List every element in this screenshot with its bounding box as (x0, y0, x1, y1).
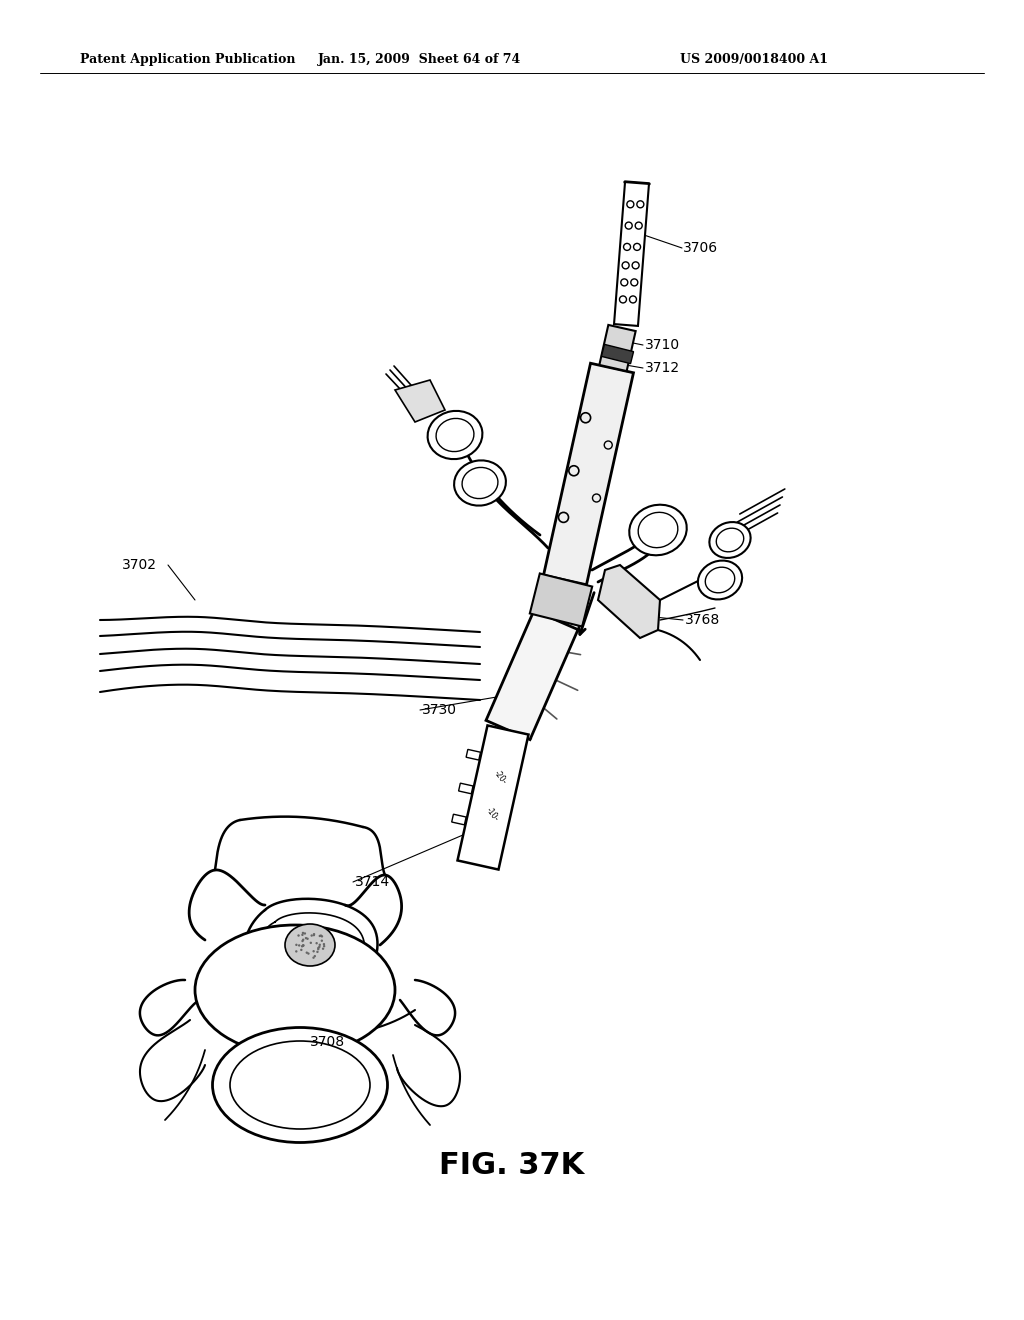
Circle shape (305, 952, 308, 954)
Circle shape (302, 944, 304, 946)
Polygon shape (459, 783, 473, 793)
Circle shape (309, 941, 312, 944)
Ellipse shape (698, 561, 742, 599)
Circle shape (323, 942, 326, 945)
Circle shape (318, 944, 321, 946)
Circle shape (312, 933, 315, 936)
Circle shape (319, 935, 323, 937)
Circle shape (313, 954, 316, 957)
Circle shape (295, 950, 298, 953)
Ellipse shape (230, 1041, 370, 1129)
Circle shape (307, 952, 309, 954)
Circle shape (312, 957, 314, 958)
Ellipse shape (436, 418, 474, 451)
Ellipse shape (716, 528, 743, 552)
Polygon shape (599, 325, 636, 371)
Text: 3712: 3712 (645, 360, 680, 375)
Circle shape (321, 940, 323, 942)
Circle shape (318, 945, 321, 948)
Text: 3730: 3730 (422, 704, 457, 717)
Circle shape (312, 950, 314, 953)
Circle shape (301, 945, 303, 948)
Text: 3702: 3702 (122, 558, 157, 572)
Ellipse shape (213, 1027, 387, 1143)
Text: FIG. 37K: FIG. 37K (439, 1151, 585, 1180)
Text: Jan. 15, 2009  Sheet 64 of 74: Jan. 15, 2009 Sheet 64 of 74 (318, 54, 521, 66)
Circle shape (322, 948, 325, 950)
Text: 3710: 3710 (645, 338, 680, 352)
Text: -10-: -10- (484, 805, 501, 824)
Circle shape (306, 937, 309, 940)
Text: 3706: 3706 (683, 242, 718, 255)
Circle shape (305, 937, 307, 940)
Circle shape (302, 939, 304, 941)
Circle shape (321, 935, 324, 937)
Polygon shape (395, 380, 445, 422)
Ellipse shape (195, 925, 395, 1055)
Circle shape (302, 945, 304, 946)
Text: 3768: 3768 (685, 612, 720, 627)
Circle shape (302, 944, 304, 946)
Polygon shape (544, 363, 634, 585)
Circle shape (301, 940, 304, 942)
Polygon shape (452, 814, 466, 825)
Circle shape (317, 946, 319, 949)
Ellipse shape (630, 504, 687, 556)
Text: 3714: 3714 (355, 875, 390, 888)
Polygon shape (598, 565, 660, 638)
Circle shape (298, 944, 300, 946)
Text: -20-: -20- (493, 770, 509, 787)
Ellipse shape (285, 924, 335, 966)
Polygon shape (466, 750, 480, 760)
Circle shape (317, 948, 319, 950)
Text: US 2009/0018400 A1: US 2009/0018400 A1 (680, 54, 828, 66)
Ellipse shape (462, 467, 498, 499)
Circle shape (300, 949, 302, 952)
Text: Patent Application Publication: Patent Application Publication (80, 54, 296, 66)
Ellipse shape (706, 568, 735, 593)
Circle shape (318, 935, 321, 937)
Circle shape (304, 932, 306, 935)
Ellipse shape (454, 461, 506, 506)
Polygon shape (458, 726, 528, 870)
Circle shape (297, 935, 300, 937)
Circle shape (316, 950, 318, 953)
Ellipse shape (428, 411, 482, 459)
Circle shape (301, 933, 304, 936)
Circle shape (323, 945, 326, 948)
Polygon shape (486, 610, 578, 739)
Ellipse shape (710, 521, 751, 558)
Circle shape (310, 935, 313, 937)
Ellipse shape (638, 512, 678, 548)
Polygon shape (601, 345, 634, 363)
Text: 3708: 3708 (310, 1035, 345, 1049)
Circle shape (302, 932, 304, 935)
Polygon shape (614, 182, 649, 326)
Circle shape (312, 935, 315, 936)
Polygon shape (529, 573, 592, 627)
Circle shape (295, 944, 298, 946)
Circle shape (315, 942, 317, 944)
